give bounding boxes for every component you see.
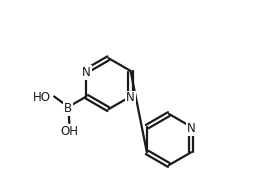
Text: HO: HO <box>33 91 51 104</box>
Text: N: N <box>126 91 135 104</box>
Text: N: N <box>82 66 91 79</box>
Text: N: N <box>187 122 195 135</box>
Text: B: B <box>64 102 72 115</box>
Text: OH: OH <box>60 125 78 138</box>
